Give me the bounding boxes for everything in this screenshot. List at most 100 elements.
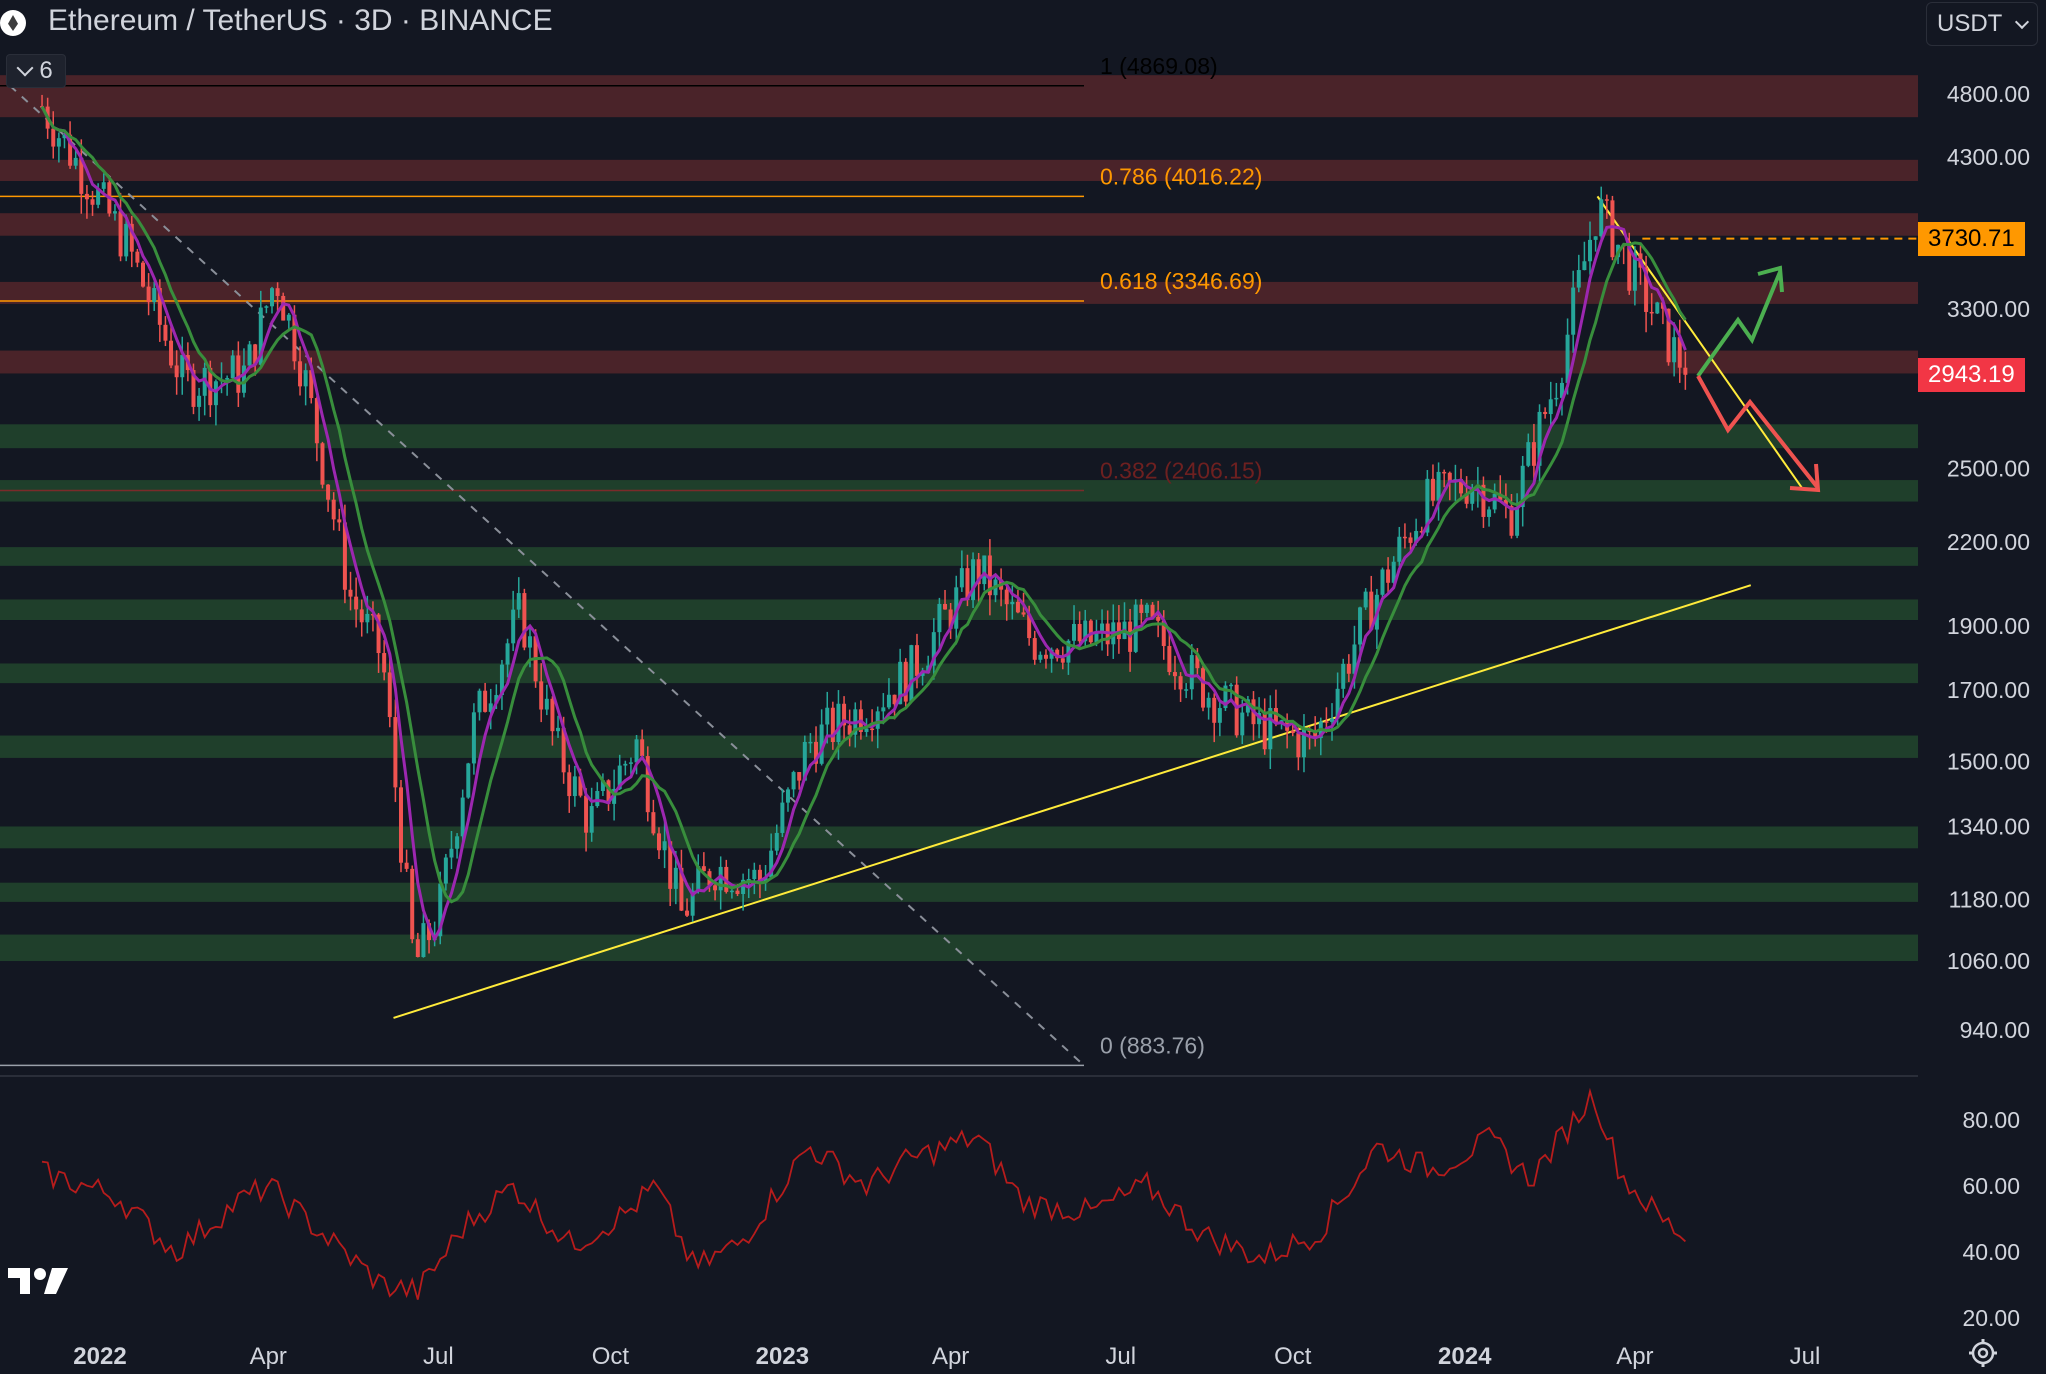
candle <box>1352 644 1357 674</box>
candle <box>898 661 903 705</box>
candle <box>1072 624 1077 641</box>
candle <box>1487 509 1492 517</box>
candle <box>640 739 645 757</box>
candle <box>1447 472 1452 483</box>
price-axis[interactable]: 4800.00 4300.00 3300.00 2500.00 2200.00 1900.… <box>1947 81 2030 1043</box>
candle <box>197 395 202 407</box>
candle <box>258 307 263 365</box>
time-tick-label: Oct <box>1274 1343 1312 1370</box>
candle <box>180 355 185 378</box>
candle <box>1632 253 1637 291</box>
settings-gear-icon[interactable] <box>1968 1338 1998 1368</box>
tradingview-logo-icon[interactable] <box>8 1264 72 1298</box>
candle <box>460 797 465 837</box>
current-price-tag: 2943.19 <box>1918 357 2025 392</box>
candle <box>1077 624 1082 642</box>
candle <box>320 443 325 485</box>
candle <box>1604 199 1609 201</box>
candle <box>1565 334 1570 383</box>
candle <box>522 593 527 648</box>
candle <box>713 885 718 891</box>
support-zone <box>0 599 1918 621</box>
zone-layer <box>0 75 1918 962</box>
marked-price-tag: 3730.71 <box>1918 221 2025 256</box>
candle <box>1419 530 1424 533</box>
candle <box>96 188 101 205</box>
candle <box>931 632 936 666</box>
candle <box>1402 536 1407 539</box>
price-tick-label: 1180.00 <box>1949 886 2030 912</box>
candle <box>118 211 123 257</box>
candle <box>1217 708 1222 723</box>
candle <box>1161 620 1166 647</box>
candle <box>1391 561 1396 583</box>
bearish-arrow <box>1696 375 1820 490</box>
candle <box>1520 465 1525 507</box>
candle <box>1358 607 1363 645</box>
indicators-toggle-button[interactable]: 6 <box>6 54 66 88</box>
candle <box>741 879 746 895</box>
price-tick-label: 1700.00 <box>1947 677 2030 703</box>
rsi-axis: 80.00 60.00 40.00 20.00 <box>1962 1107 2020 1331</box>
candle <box>527 636 532 648</box>
candle <box>1116 622 1121 640</box>
candle <box>1683 367 1688 375</box>
candle <box>410 868 415 940</box>
candle <box>140 262 145 287</box>
candle <box>455 836 460 849</box>
candle <box>1543 411 1548 415</box>
candle <box>954 587 959 629</box>
candle <box>1677 337 1682 368</box>
time-axis[interactable]: 2022 Apr Jul Oct 2023 Apr Jul Oct 2024 Apr Jul <box>73 1343 1820 1370</box>
candle <box>1644 267 1649 312</box>
fibonacci-layer: 1 (4869.08) 0.786 (4016.22) 0.618 (3346.69… <box>0 53 1262 1067</box>
candle <box>746 879 751 881</box>
candle <box>1223 685 1228 709</box>
candle <box>943 603 948 610</box>
candle <box>561 727 566 773</box>
candle <box>101 182 106 189</box>
candle <box>1273 707 1278 723</box>
candle <box>1335 688 1340 719</box>
candle <box>1021 612 1026 615</box>
candle <box>152 288 157 303</box>
candle <box>1346 663 1351 674</box>
candle <box>483 690 488 712</box>
candle <box>365 613 370 623</box>
candle <box>1341 663 1346 689</box>
candle <box>505 643 510 665</box>
candle <box>90 199 95 205</box>
currency-select[interactable]: USDT <box>1926 2 2038 46</box>
candle <box>780 802 785 833</box>
time-tick-label: Jul <box>1105 1343 1136 1370</box>
candle <box>864 728 869 732</box>
candle <box>1666 308 1671 363</box>
candle <box>1324 721 1329 723</box>
candle <box>1397 536 1402 562</box>
candle <box>1049 649 1054 659</box>
rsi-pane <box>41 1087 1687 1300</box>
candle <box>886 694 891 708</box>
symbol-title[interactable]: Ethereum / TetherUS · 3D · BINANCE <box>48 4 553 37</box>
candle <box>438 883 443 937</box>
candle <box>937 603 942 633</box>
candle <box>1206 697 1211 708</box>
candle <box>236 355 241 393</box>
moving-average-slow <box>40 105 1687 904</box>
bullish-arrow-head <box>1757 265 1784 293</box>
candle <box>600 780 605 792</box>
candle <box>1492 493 1497 510</box>
time-tick-label: Jul <box>423 1343 454 1370</box>
candle <box>516 593 521 610</box>
candle <box>1369 591 1374 630</box>
candle <box>965 568 970 601</box>
candle <box>668 841 673 889</box>
bearish-arrow-head <box>1789 463 1821 493</box>
candle <box>337 519 342 523</box>
candle <box>685 910 690 916</box>
candle <box>68 134 73 166</box>
candle <box>1301 729 1306 758</box>
moving-average-layer <box>40 105 1687 943</box>
candle <box>1363 591 1368 608</box>
